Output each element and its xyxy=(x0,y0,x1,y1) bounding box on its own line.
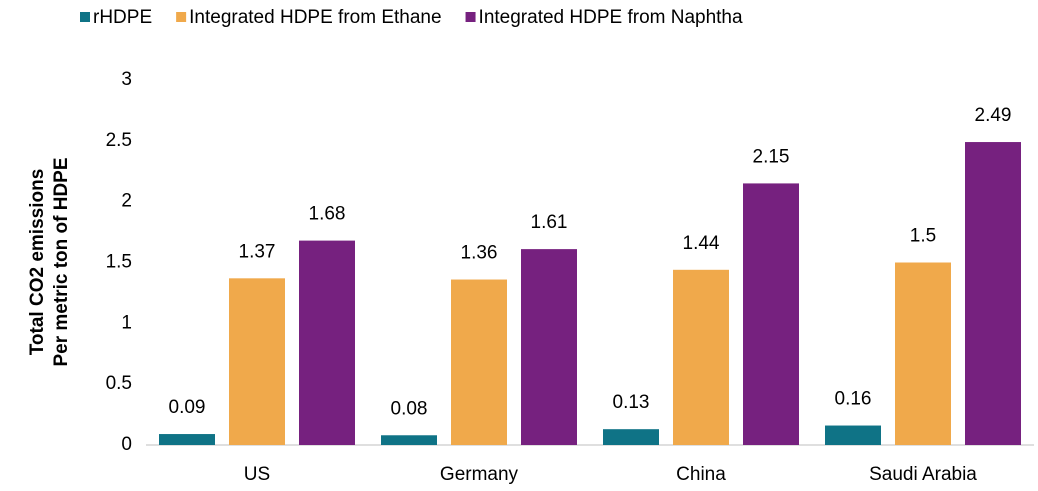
data-label: 1.44 xyxy=(683,233,720,254)
y-tick-label: 0.5 xyxy=(106,373,132,394)
legend-label: rHDPE xyxy=(93,7,152,28)
bar xyxy=(965,142,1021,446)
y-tick-label: 2.5 xyxy=(106,130,132,151)
data-label: 1.61 xyxy=(531,212,568,233)
y-tick-label: 1 xyxy=(121,312,132,333)
bar xyxy=(299,240,355,445)
bar xyxy=(451,279,507,445)
legend-label: Integrated HDPE from Ethane xyxy=(189,7,441,28)
x-tick-label: US xyxy=(244,464,270,485)
data-label: 0.13 xyxy=(613,392,650,413)
y-axis-title: Total CO2 emissions xyxy=(27,169,48,356)
legend-swatch xyxy=(80,12,90,22)
bar xyxy=(229,278,285,445)
data-label: 2.49 xyxy=(975,105,1012,126)
bar xyxy=(381,435,437,445)
legend-swatch xyxy=(465,12,476,22)
x-tick-label: Germany xyxy=(440,464,519,485)
bar xyxy=(521,249,577,445)
bar xyxy=(673,269,729,445)
y-tick-label: 3 xyxy=(121,69,132,90)
legend-label: Integrated HDPE from Naphtha xyxy=(479,7,743,28)
bar xyxy=(825,425,881,445)
bar xyxy=(603,429,659,445)
y-tick-label: 1.5 xyxy=(106,252,132,273)
bar xyxy=(895,262,951,445)
bar xyxy=(159,434,215,445)
data-label: 1.5 xyxy=(910,226,936,247)
y-axis-title: Per metric ton of HDPE xyxy=(51,157,72,366)
y-tick-label: 0 xyxy=(121,434,132,455)
data-label: 1.37 xyxy=(239,241,276,262)
y-tick-label: 2 xyxy=(121,191,132,212)
x-tick-label: Saudi Arabia xyxy=(869,464,977,485)
legend-swatch xyxy=(176,12,187,22)
data-label: 0.16 xyxy=(835,389,872,410)
x-tick-label: China xyxy=(676,464,726,485)
data-label: 1.36 xyxy=(461,243,498,264)
data-label: 0.08 xyxy=(391,398,428,419)
bar xyxy=(743,183,799,445)
data-label: 0.09 xyxy=(169,397,206,418)
data-label: 2.15 xyxy=(753,146,790,167)
data-label: 1.68 xyxy=(309,204,346,225)
